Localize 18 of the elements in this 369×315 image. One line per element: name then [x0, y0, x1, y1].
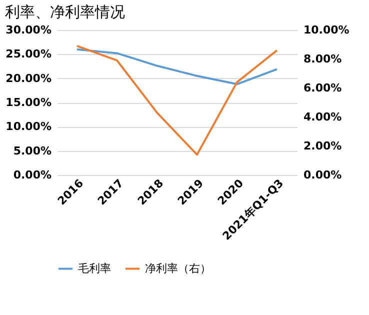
- y2-tick-label: 10.00%: [304, 24, 350, 36]
- legend-label: 净利率（右）: [145, 262, 211, 275]
- y-tick-label: 5.00%: [13, 144, 52, 158]
- y2-tick-label: 6.00%: [304, 82, 342, 94]
- y-tick-label: 20.00%: [6, 72, 52, 85]
- y-tick-label: 30.00%: [6, 24, 52, 36]
- y2-tick-label: 2.00%: [304, 140, 342, 152]
- y-tick-label: 15.00%: [6, 96, 52, 109]
- chart-title: 利率、净利率情况: [5, 3, 126, 21]
- line-series: [76, 44, 278, 156]
- y-tick-label: 0.00%: [13, 168, 52, 182]
- line-series: [76, 48, 278, 86]
- y2-tick-label: 4.00%: [304, 110, 342, 124]
- y-tick-label: 10.00%: [6, 120, 52, 134]
- legend-label: 毛利率: [78, 262, 111, 275]
- y2-tick-label: 0.00%: [304, 168, 342, 182]
- y2-tick-label: 8.00%: [304, 52, 342, 66]
- y-tick-label: 25.00%: [6, 48, 52, 61]
